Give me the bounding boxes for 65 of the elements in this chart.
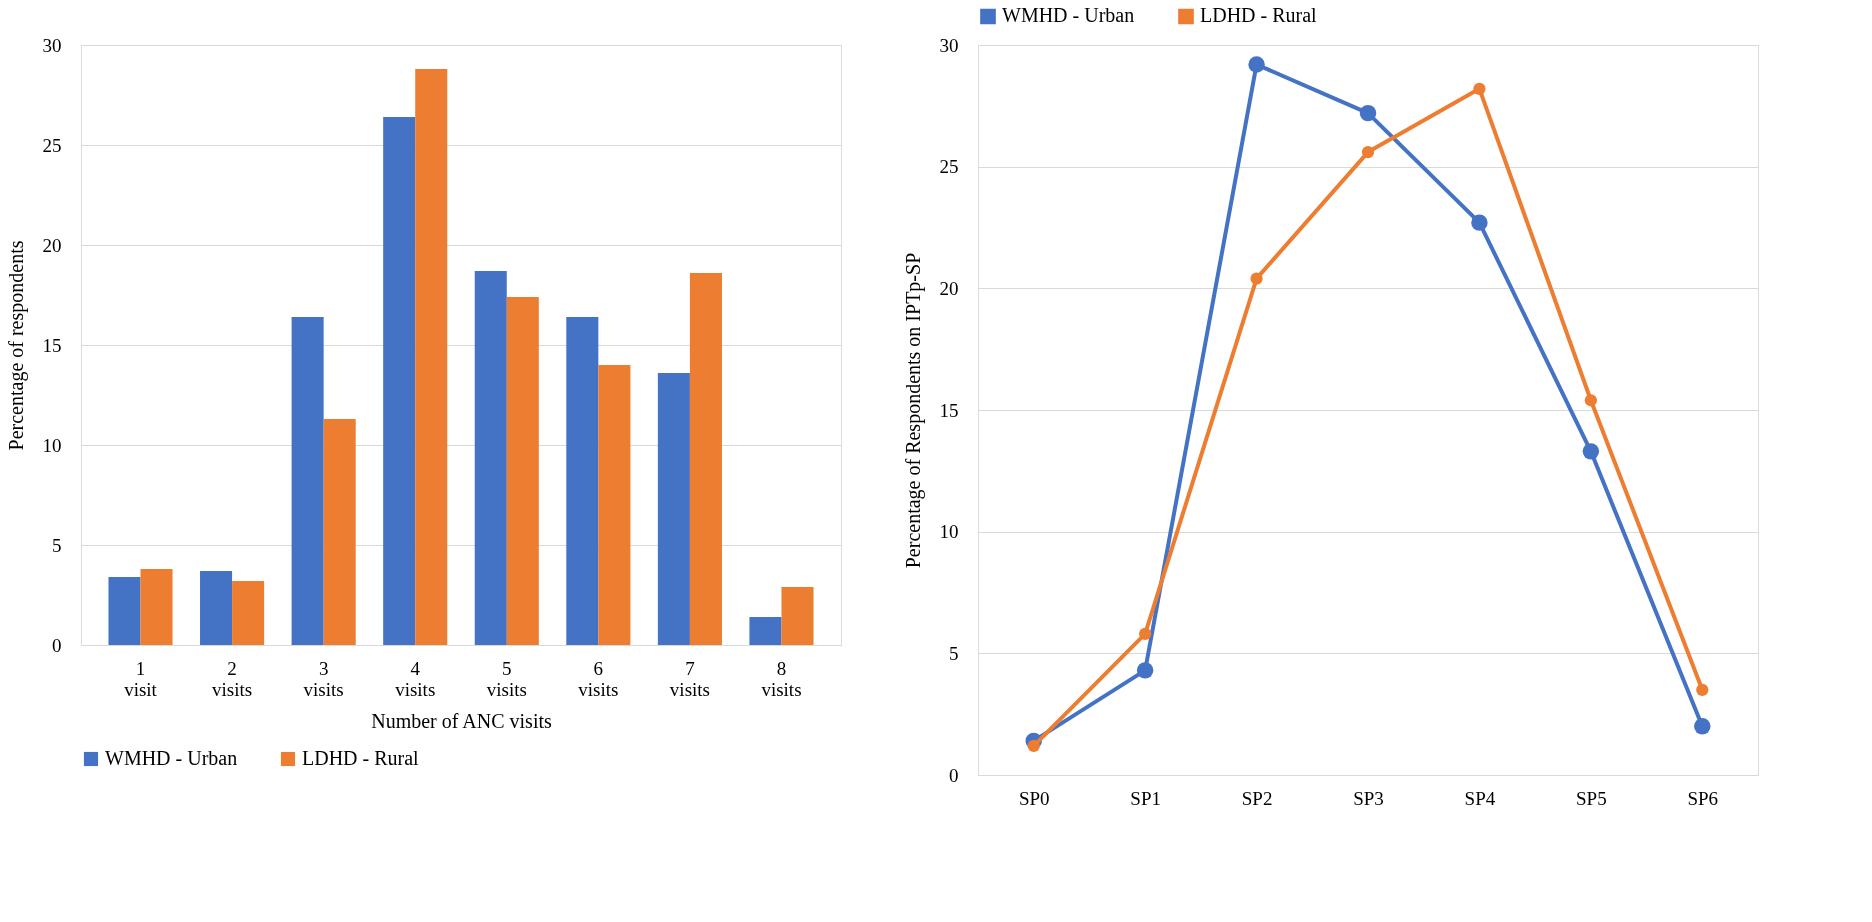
y-tick-label: 15 <box>939 399 959 421</box>
point <box>1696 683 1709 696</box>
legend-label: WMHD - Urban <box>1002 4 1135 27</box>
y-tick-label: 5 <box>52 534 62 556</box>
point <box>1248 56 1265 73</box>
y-tick-label: 0 <box>52 634 62 656</box>
bar <box>232 581 265 645</box>
bar <box>415 69 448 645</box>
bar <box>689 273 722 645</box>
legend-label: LDHD - Rural <box>1200 4 1318 27</box>
y-axis-title: Percentage of Respondents on IPTp-SP <box>901 252 925 569</box>
legend-label: LDHD - Rural <box>302 747 420 769</box>
point <box>1694 718 1711 735</box>
bar <box>108 577 141 645</box>
bar <box>657 373 690 645</box>
y-tick-label: 15 <box>42 334 62 356</box>
bar <box>383 117 416 645</box>
x-tick-label: 8 visits <box>761 657 802 700</box>
y-tick-label: 0 <box>949 764 959 786</box>
point <box>1471 214 1488 231</box>
y-tick-label: 5 <box>949 642 959 664</box>
bar <box>566 317 599 645</box>
x-tick-label: SP0 <box>1018 787 1050 809</box>
bar <box>781 587 814 645</box>
x-tick-label: 5 visits <box>486 657 527 700</box>
x-tick-label: SP6 <box>1687 787 1719 809</box>
point <box>1139 627 1152 640</box>
point <box>1473 82 1486 95</box>
point <box>1582 443 1600 460</box>
x-tick-label: 7 visits <box>669 657 710 700</box>
point <box>1250 272 1263 285</box>
bar <box>140 569 173 645</box>
bar <box>474 271 507 645</box>
x-tick-label: SP5 <box>1576 787 1607 809</box>
y-tick-label: 30 <box>939 34 959 56</box>
bar <box>200 571 233 645</box>
y-tick-label: 10 <box>939 521 959 543</box>
y-tick-label: 20 <box>939 277 959 299</box>
x-tick-label: 3 visits <box>303 657 344 700</box>
y-tick-label: 30 <box>42 34 62 56</box>
x-tick-label: 1 visit <box>124 657 158 700</box>
x-tick-label: 2 visits <box>212 657 253 700</box>
point <box>1136 662 1154 679</box>
y-axis-title: Percentage of respondents <box>4 240 28 451</box>
y-tick-label: 25 <box>42 134 62 156</box>
x-tick-label: SP1 <box>1130 787 1161 809</box>
point <box>1584 394 1597 407</box>
point <box>1361 145 1375 159</box>
y-tick-label: 20 <box>42 234 62 256</box>
bar <box>291 317 324 645</box>
x-tick-label: 6 visits <box>578 657 619 700</box>
x-tick-label: SP3 <box>1353 787 1384 809</box>
x-tick-label: SP2 <box>1241 787 1273 809</box>
y-tick-label: 25 <box>939 156 959 178</box>
bar <box>598 365 631 645</box>
x-axis-title: Number of ANC visits <box>371 709 552 732</box>
legend-label: WMHD - Urban <box>105 747 238 769</box>
bar <box>506 297 539 645</box>
x-tick-label: 4 visits <box>395 657 436 700</box>
y-tick-label: 10 <box>42 434 62 456</box>
bar <box>323 419 356 645</box>
point <box>1027 739 1040 752</box>
bar <box>749 617 782 645</box>
x-tick-label: SP4 <box>1464 787 1496 809</box>
point <box>1359 104 1377 122</box>
